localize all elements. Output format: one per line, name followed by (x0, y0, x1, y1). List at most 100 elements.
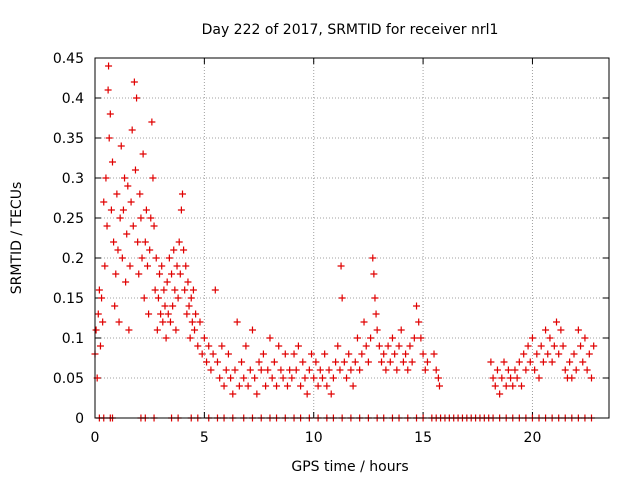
data-point (370, 270, 378, 278)
data-point (325, 366, 333, 374)
data-point (134, 238, 142, 246)
data-point (106, 110, 114, 118)
data-point (170, 246, 178, 254)
data-point (557, 326, 565, 334)
data-point (430, 350, 438, 358)
data-point (177, 206, 185, 214)
data-point (173, 262, 181, 270)
data-point (178, 190, 186, 198)
data-point (99, 318, 107, 326)
data-point (157, 310, 165, 318)
data-point (334, 342, 342, 350)
data-point (308, 350, 316, 358)
data-point (176, 270, 184, 278)
data-point (158, 262, 166, 270)
y-tick-label: 0 (75, 411, 84, 427)
x-tick-label: 15 (414, 430, 432, 446)
data-point (301, 374, 309, 382)
data-point (171, 286, 179, 294)
data-point (165, 254, 173, 262)
data-point (216, 374, 224, 382)
data-point (288, 374, 296, 382)
data-point (142, 206, 150, 214)
data-point (299, 358, 307, 366)
data-point (358, 350, 366, 358)
data-point (528, 334, 536, 342)
x-tick-label: 0 (91, 430, 100, 446)
data-point (336, 366, 344, 374)
data-point (270, 358, 278, 366)
data-point (125, 326, 133, 334)
data-point (435, 382, 443, 390)
data-point (240, 374, 248, 382)
data-point (172, 326, 180, 334)
y-axis-label: SRMTID / TECUs (9, 182, 25, 295)
data-point (410, 334, 418, 342)
data-point (107, 206, 115, 214)
data-point (546, 334, 554, 342)
data-point (211, 286, 219, 294)
data-point (577, 342, 585, 350)
data-point (375, 342, 383, 350)
data-point (233, 318, 241, 326)
data-point (371, 294, 379, 302)
data-point (343, 374, 351, 382)
data-point (251, 374, 259, 382)
data-point (539, 358, 547, 366)
data-point (218, 342, 226, 350)
data-point (102, 174, 110, 182)
grid-lines (95, 58, 609, 418)
data-point (268, 374, 276, 382)
x-tick-label: 5 (200, 430, 209, 446)
data-point (498, 374, 506, 382)
data-point (318, 374, 326, 382)
data-point (180, 246, 188, 254)
data-point (262, 382, 270, 390)
data-point (95, 286, 103, 294)
data-point (186, 334, 194, 342)
data-point (266, 334, 274, 342)
data-point (183, 310, 191, 318)
data-point (507, 374, 515, 382)
data-point (110, 238, 118, 246)
data-point (121, 174, 129, 182)
y-tick-label: 0.05 (53, 371, 84, 387)
data-point (187, 294, 195, 302)
data-point (561, 366, 569, 374)
data-point (130, 78, 138, 86)
x-tick-label: 20 (524, 430, 542, 446)
data-point (395, 342, 403, 350)
data-point (203, 358, 211, 366)
data-point (312, 358, 320, 366)
data-point (150, 222, 158, 230)
data-point (574, 326, 582, 334)
data-point (194, 342, 202, 350)
data-point (321, 350, 329, 358)
y-tick-label: 0.4 (62, 91, 84, 107)
y-tick-label: 0.35 (53, 131, 84, 147)
data-point (364, 358, 372, 366)
data-point (98, 294, 106, 302)
data-point (184, 278, 192, 286)
data-point (303, 390, 311, 398)
data-point (115, 318, 123, 326)
data-point (362, 342, 370, 350)
y-tick-label: 0.1 (62, 331, 84, 347)
data-point (113, 190, 121, 198)
data-point (372, 310, 380, 318)
data-point (205, 342, 213, 350)
chart-title: Day 222 of 2017, SRMTID for receiver nrl… (202, 22, 499, 38)
data-point (181, 286, 189, 294)
data-point (162, 334, 170, 342)
data-point (166, 318, 174, 326)
data-point (413, 302, 421, 310)
data-point (149, 174, 157, 182)
data-point (138, 254, 146, 262)
data-point (281, 350, 289, 358)
data-point (373, 326, 381, 334)
data-point (207, 366, 215, 374)
data-point (136, 190, 144, 198)
data-point (117, 142, 125, 150)
